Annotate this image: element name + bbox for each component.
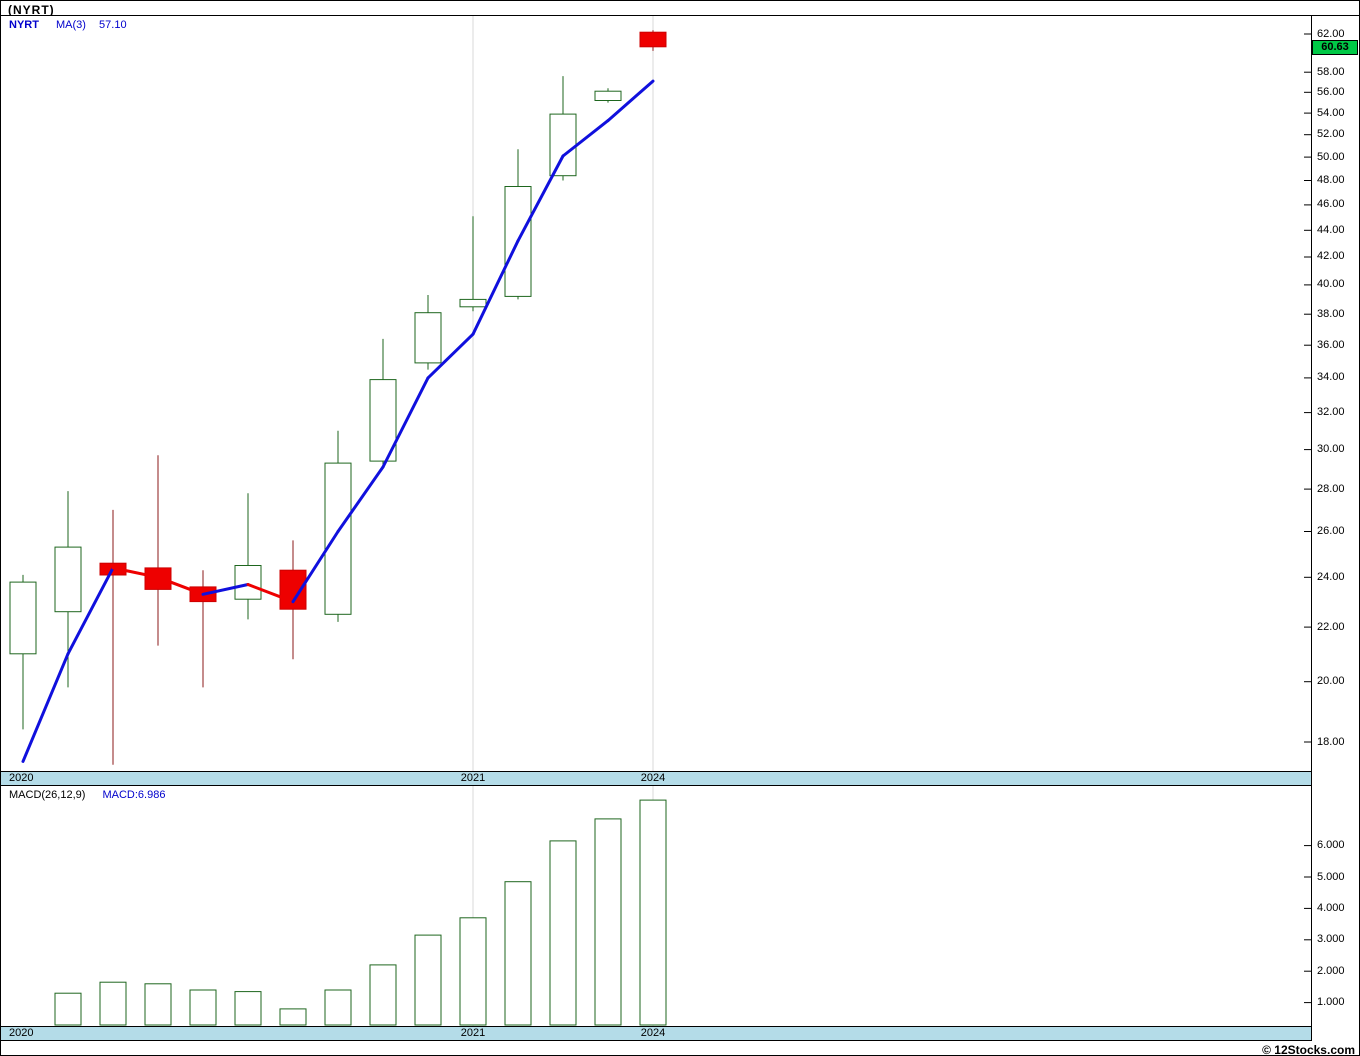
candle-body — [414, 312, 442, 364]
price-tick-label: 42.00 — [1317, 250, 1345, 263]
price-tick-label: 38.00 — [1317, 307, 1345, 320]
candle-body — [459, 298, 487, 308]
macd-bar — [504, 881, 532, 1026]
ma-segment — [21, 652, 70, 763]
price-tick-label: 52.00 — [1317, 128, 1345, 141]
candle-body — [9, 581, 37, 655]
macd-bar — [414, 934, 442, 1026]
price-axis: 62.00 58.00 56.00 54.00 52.00 50.00 48.00 46.00… — [1313, 16, 1359, 771]
price-tick-label: 44.00 — [1317, 223, 1345, 236]
price-tick-label: 40.00 — [1317, 278, 1345, 291]
price-legend: NYRT MA(3) 57.10 — [9, 19, 127, 31]
year-label: 2024 — [640, 1027, 666, 1039]
macd-chart-canvas — [54, 786, 1311, 1026]
price-tick-label: 58.00 — [1317, 65, 1345, 78]
candle-body — [369, 379, 397, 462]
macd-bar — [99, 981, 127, 1026]
macd-bar — [594, 818, 622, 1026]
candle-body — [639, 31, 667, 48]
macd-bar — [189, 989, 217, 1026]
candle-body — [54, 546, 82, 613]
macd-bar — [324, 989, 352, 1026]
last-price-badge: 60.63 — [1312, 39, 1358, 55]
price-tick-label: 26.00 — [1317, 524, 1345, 537]
macd-bar — [54, 992, 82, 1026]
legend-symbol: NYRT — [9, 19, 39, 31]
candle-body — [324, 462, 352, 615]
price-tick-label: 18.00 — [1317, 735, 1345, 748]
ma-segment — [156, 575, 205, 596]
price-tick-label: 30.00 — [1317, 443, 1345, 456]
candle-body — [504, 186, 532, 297]
ma-segment — [111, 566, 160, 579]
ma-segment — [606, 79, 655, 123]
price-tick-label: 48.00 — [1317, 174, 1345, 186]
year-label: 2020 — [9, 772, 34, 784]
macd-tick-label: 5.000 — [1317, 870, 1345, 883]
price-tick-label: 28.00 — [1317, 482, 1345, 495]
ma-segment — [426, 332, 475, 380]
price-tick-label: 24.00 — [1317, 570, 1345, 583]
macd-bar — [234, 991, 262, 1026]
legend-ma-label: MA(3) — [56, 19, 86, 31]
price-tick-label: 34.00 — [1317, 371, 1345, 384]
macd-tick-label: 3.000 — [1317, 933, 1345, 946]
year-label: 2024 — [640, 772, 666, 784]
candle-body — [594, 90, 622, 101]
ma-segment — [516, 154, 565, 243]
chart-title: (NYRT) — [8, 3, 55, 17]
macd-bar — [639, 799, 667, 1026]
price-tick-label: 22.00 — [1317, 620, 1345, 633]
macd-tick-label: 2.000 — [1317, 964, 1345, 977]
macd-tick-label: 4.000 — [1317, 901, 1345, 914]
macd-label: MACD(26,12,9) — [9, 789, 86, 801]
price-tick-label: 46.00 — [1317, 198, 1345, 211]
ma-segment — [336, 465, 385, 533]
x-axis-band-price: 2020 2021 2024 — [1, 771, 1312, 786]
macd-bar — [369, 964, 397, 1026]
macd-panel: MACD(26,12,9) MACD:6.986 — [1, 786, 1312, 1026]
x-axis-band-macd: 2020 2021 2024 — [1, 1026, 1312, 1041]
macd-legend: MACD(26,12,9) MACD:6.986 — [9, 789, 165, 801]
macd-bar — [279, 1008, 307, 1026]
price-tick-label: 62.00 — [1317, 27, 1345, 40]
macd-bar — [549, 840, 577, 1026]
price-tick-label: 56.00 — [1317, 85, 1345, 98]
ma-segment — [291, 530, 340, 604]
candle-body — [234, 565, 262, 600]
macd-value: MACD:6.986 — [102, 789, 166, 801]
footer: © 12Stocks.com — [1, 1041, 1359, 1056]
price-tick-label: 20.00 — [1317, 675, 1345, 688]
price-tick-label: 54.00 — [1317, 106, 1345, 119]
legend-ma-value: 57.10 — [99, 19, 127, 31]
ma-segment — [381, 376, 430, 469]
price-tick-label: 50.00 — [1317, 150, 1345, 163]
ma-segment — [561, 119, 610, 158]
watermark: © 12Stocks.com — [1262, 1043, 1355, 1056]
macd-bar — [144, 983, 172, 1026]
year-label: 2021 — [460, 772, 486, 784]
year-label: 2020 — [9, 1027, 34, 1039]
ma-segment — [471, 239, 520, 336]
price-tick-label: 36.00 — [1317, 338, 1345, 351]
year-label: 2021 — [460, 1027, 486, 1039]
title-bar: (NYRT) — [1, 1, 1359, 17]
macd-bar — [459, 917, 487, 1026]
candlestick-chart-canvas — [9, 16, 1311, 771]
ma-segment — [66, 566, 115, 656]
price-panel: NYRT MA(3) 57.10 — [1, 16, 1312, 771]
macd-tick-label: 6.000 — [1317, 839, 1345, 852]
macd-tick-label: 1.000 — [1317, 996, 1345, 1009]
ma-segment — [246, 583, 295, 604]
macd-axis: 6.000 5.000 4.000 3.000 2.000 1.000 — [1313, 786, 1359, 1026]
price-tick-label: 32.00 — [1317, 406, 1345, 419]
candle-body — [549, 113, 577, 177]
ma-segment — [201, 583, 250, 596]
